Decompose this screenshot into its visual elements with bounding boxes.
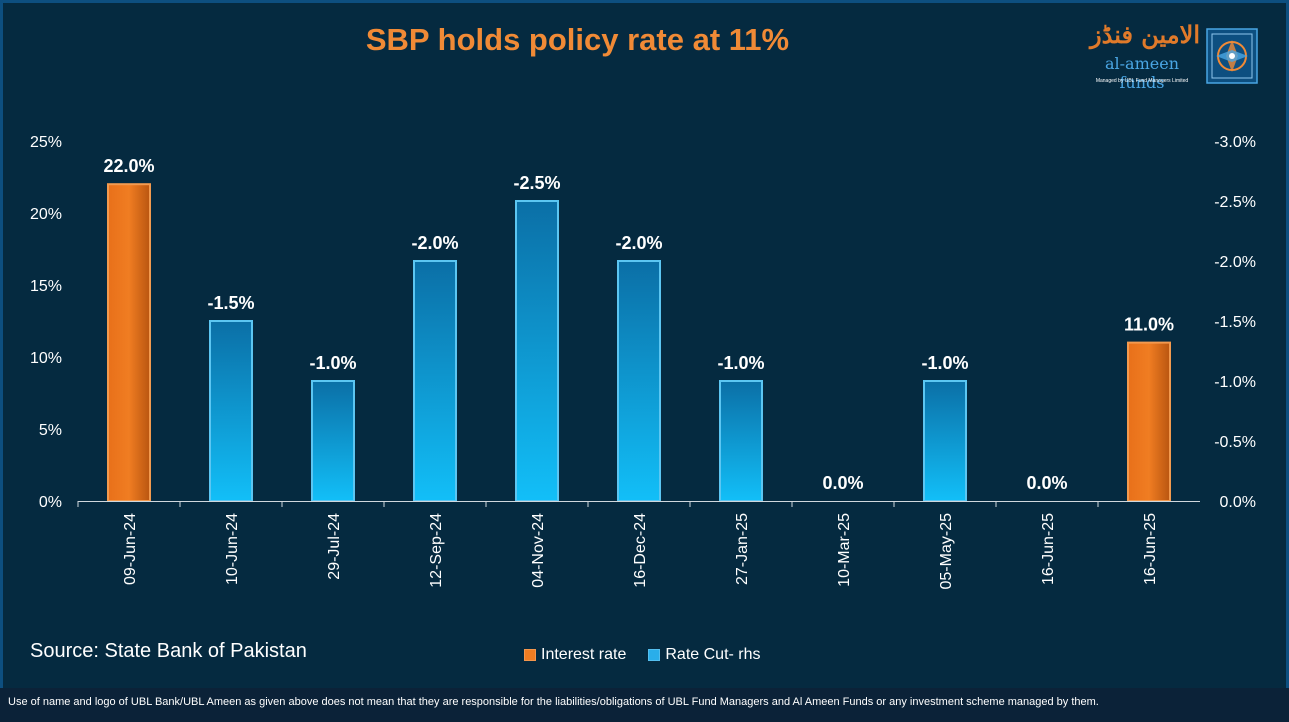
- al-ameen-logo: الامین فنڈز al-ameen funds Managed by UB…: [1076, 20, 1276, 92]
- x-axis-ticks: 09-Jun-24 10-Jun-24 29-Jul-24 12-Sep-24 04-N…: [77, 501, 1159, 590]
- logo-latin-text: al-ameen funds: [1104, 54, 1179, 92]
- x-tick-label: 29-Jul-24: [326, 513, 343, 580]
- data-label: -1.0%: [921, 353, 968, 373]
- legend-item-rate-cut: Rate Cut- rhs: [648, 646, 761, 664]
- rate-cut-bar: [617, 260, 661, 502]
- left-tick-label: 20%: [30, 206, 62, 223]
- x-tick-label: 04-Nov-24: [530, 513, 547, 588]
- left-tick-label: 5%: [39, 422, 62, 439]
- legend-label-interest: Interest rate: [541, 646, 627, 663]
- left-tick-label: 10%: [30, 350, 62, 367]
- right-axis-ticks: 0.0% -0.5% -1.0% -1.5% -2.0% -2.5% -3.0%: [1214, 134, 1256, 511]
- right-tick-label: -2.0%: [1214, 254, 1256, 271]
- left-tick-label: 0%: [39, 494, 62, 511]
- data-label: 0.0%: [1026, 473, 1067, 493]
- legend-label-rate-cut: Rate Cut- rhs: [665, 646, 761, 663]
- left-tick-label: 25%: [30, 134, 62, 151]
- logo-urdu-text: الامین فنڈز: [1090, 20, 1200, 49]
- right-tick-label: 0.0%: [1220, 494, 1256, 511]
- legend-item-interest: Interest rate: [524, 646, 626, 664]
- logo-emblem-icon: [1206, 28, 1258, 84]
- bars: [107, 183, 1171, 502]
- x-tick-label: 09-Jun-24: [122, 513, 139, 585]
- right-tick-label: -2.5%: [1214, 194, 1256, 211]
- x-tick-label: 12-Sep-24: [428, 513, 445, 588]
- logo-tagline: Managed by UBL Fund Managers Limited: [1095, 78, 1189, 84]
- source-note: Source: State Bank of Pakistan: [30, 640, 307, 662]
- rate-cut-bar: [209, 320, 253, 502]
- legend: Interest rate Rate Cut- rhs: [524, 646, 783, 664]
- data-label: 0.0%: [822, 473, 863, 493]
- interest-rate-bar: [1127, 341, 1171, 502]
- x-tick-label: 16-Jun-25: [1040, 513, 1057, 585]
- data-label: 11.0%: [1124, 315, 1174, 335]
- rate-cut-bar: [515, 200, 559, 502]
- rate-cut-bar: [413, 260, 457, 502]
- left-axis-ticks: 0% 5% 10% 15% 20% 25%: [30, 134, 62, 511]
- rate-cut-bar: [719, 380, 763, 502]
- right-tick-label: -1.5%: [1214, 314, 1256, 331]
- right-tick-label: -0.5%: [1214, 434, 1256, 451]
- rate-cut-bar: [311, 380, 355, 502]
- legend-swatch-rate-cut: [648, 649, 661, 661]
- interest-rate-bar: [107, 183, 151, 502]
- data-label: -2.0%: [411, 233, 458, 253]
- x-tick-label: 10-Mar-25: [836, 513, 853, 587]
- x-tick-label: 16-Jun-25: [1142, 513, 1159, 585]
- rate-cut-bar: [923, 380, 967, 502]
- left-tick-label: 15%: [30, 278, 62, 295]
- right-tick-label: -1.0%: [1214, 374, 1256, 391]
- x-tick-label: 05-May-25: [938, 513, 955, 590]
- data-label: -1.0%: [717, 353, 764, 373]
- bar-chart: 0% 5% 10% 15% 20% 25% 0.0% -0.5% -1.0% -1.5% -2.0…: [30, 134, 1256, 590]
- data-label: 22.0%: [103, 156, 154, 176]
- bar-labels: 22.0% -1.5% -1.0% -2.0% -2.5% -2.0% -1.0% 0.0% -…: [103, 156, 1174, 493]
- data-label: -2.0%: [615, 233, 662, 253]
- legend-swatch-interest: [524, 649, 536, 661]
- right-tick-label: -3.0%: [1214, 134, 1256, 151]
- data-label: -1.0%: [309, 353, 356, 373]
- data-label: -2.5%: [513, 173, 560, 193]
- x-tick-label: 27-Jan-25: [734, 513, 751, 585]
- x-tick-label: 16-Dec-24: [632, 513, 649, 588]
- x-tick-label: 10-Jun-24: [224, 513, 241, 585]
- disclaimer: Use of name and logo of UBL Bank/UBL Ame…: [8, 696, 1099, 708]
- data-label: -1.5%: [207, 293, 254, 313]
- chart-title: SBP holds policy rate at 11%: [365, 22, 790, 57]
